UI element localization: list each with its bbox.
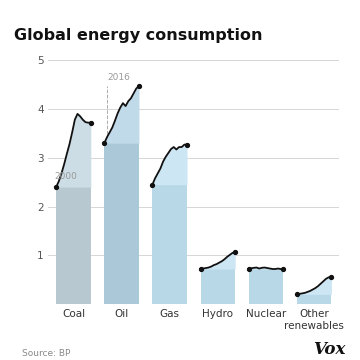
Text: 2000: 2000: [54, 172, 77, 181]
Text: Source: BP: Source: BP: [22, 349, 70, 358]
Text: Global energy consumption: Global energy consumption: [14, 28, 262, 43]
Text: 2016: 2016: [108, 73, 131, 82]
Text: Vox: Vox: [313, 341, 346, 358]
